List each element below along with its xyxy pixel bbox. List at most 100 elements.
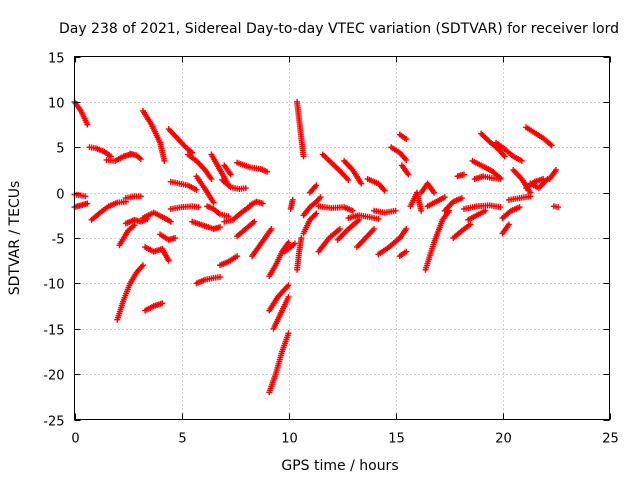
data-point	[371, 225, 378, 232]
series-arc-69	[469, 157, 504, 182]
series-arc-21	[193, 173, 217, 206]
data-point	[137, 156, 144, 163]
data-point	[441, 194, 448, 201]
series-arc-81	[550, 203, 562, 211]
data-point	[268, 225, 275, 232]
series-arc-52	[364, 176, 388, 194]
data-point	[349, 207, 356, 214]
data-point	[403, 156, 410, 163]
data-point	[289, 196, 296, 203]
series-arc-07	[88, 198, 129, 223]
axis-ticks: 0 5 10 15 20 25 -25 -20 -15 -10 -5 0 5 10 15	[43, 52, 619, 447]
series-arc-44	[306, 182, 320, 196]
data-point	[518, 157, 525, 164]
data-point	[467, 221, 474, 228]
x-tick-label: 25	[602, 432, 619, 447]
series-arc-64	[441, 195, 465, 214]
series-arc-51	[353, 225, 378, 251]
data-point	[242, 185, 249, 192]
y-tick-label: 0	[56, 188, 64, 203]
data-point	[505, 221, 512, 228]
data-point	[358, 180, 365, 187]
data-point	[227, 171, 234, 178]
data-point	[84, 200, 91, 207]
series-arc-60	[396, 248, 410, 260]
y-axis-title: SDTVAR / TECUs	[7, 181, 23, 296]
series-arc-05	[103, 151, 134, 164]
series-arc-74	[499, 221, 512, 237]
x-tick-label: 10	[281, 432, 298, 447]
series-arc-47	[315, 225, 343, 255]
grid	[74, 56, 610, 420]
series-arc-59	[396, 225, 410, 241]
data-point	[84, 121, 91, 128]
series-arc-14	[142, 300, 166, 314]
y-tick-label: 15	[48, 52, 65, 67]
series-arc-13	[139, 209, 174, 225]
series-arc-01	[71, 98, 91, 128]
series-arc-36	[266, 330, 292, 396]
data-point	[501, 153, 508, 160]
series-arc-35	[266, 282, 292, 314]
data-point	[264, 168, 271, 175]
data-point	[234, 253, 241, 260]
data-point	[403, 248, 410, 255]
series-arc-73	[499, 204, 523, 222]
data-point	[482, 207, 489, 214]
series-arc-18	[167, 178, 200, 193]
data-point	[139, 262, 146, 269]
chart-title: Day 238 of 2021, Sidereal Day-to-day VTE…	[59, 21, 619, 37]
data-point	[555, 204, 562, 211]
x-axis-title: GPS time / hours	[281, 458, 398, 474]
data-point	[208, 176, 215, 183]
series-arc-49	[341, 157, 365, 187]
series-arc-63	[424, 194, 448, 210]
series-arc-55	[388, 144, 410, 163]
series-arc-38	[281, 240, 298, 255]
series-arc-80	[546, 166, 559, 183]
data-point	[217, 274, 224, 281]
data-point	[527, 193, 534, 200]
series-arc-22	[193, 274, 224, 287]
data-point	[251, 218, 258, 225]
data-point	[161, 157, 168, 164]
data-point	[82, 193, 89, 200]
data-point	[375, 215, 382, 222]
series-arc-53	[371, 207, 399, 216]
data-point	[336, 225, 343, 232]
series-arc-24	[189, 218, 224, 232]
data-point	[298, 235, 305, 241]
data-point	[345, 176, 352, 183]
series-arc-43	[300, 194, 324, 219]
series-arc-76	[505, 193, 534, 203]
series-arc-08	[122, 193, 144, 202]
series-arc-12	[139, 107, 168, 164]
series-arc-61	[418, 180, 438, 196]
data-point	[165, 257, 172, 264]
x-tick-label: 5	[178, 432, 186, 447]
data-point	[131, 222, 138, 229]
data-point	[392, 207, 399, 214]
data-point	[418, 207, 425, 214]
series-arc-66	[454, 171, 467, 180]
y-tick-label: -10	[43, 278, 64, 293]
series-arc-79	[523, 124, 555, 149]
series-arc-42	[300, 210, 320, 237]
data-point	[381, 187, 388, 194]
x-tick-label: 20	[495, 432, 512, 447]
series-arc-39	[294, 98, 307, 160]
data-point	[313, 182, 320, 189]
series-arc-29	[217, 253, 241, 269]
data-point	[458, 195, 465, 202]
series-arc-17	[165, 126, 196, 156]
series-arc-31	[234, 159, 271, 175]
data-point	[497, 176, 504, 183]
series-arc-71	[478, 130, 508, 160]
data-point	[159, 300, 166, 307]
data-point	[548, 142, 555, 149]
data-point	[167, 218, 174, 225]
series-arc-19	[167, 203, 202, 212]
data-point	[172, 235, 179, 241]
data-point	[317, 194, 324, 201]
series-arc-23	[204, 203, 232, 220]
